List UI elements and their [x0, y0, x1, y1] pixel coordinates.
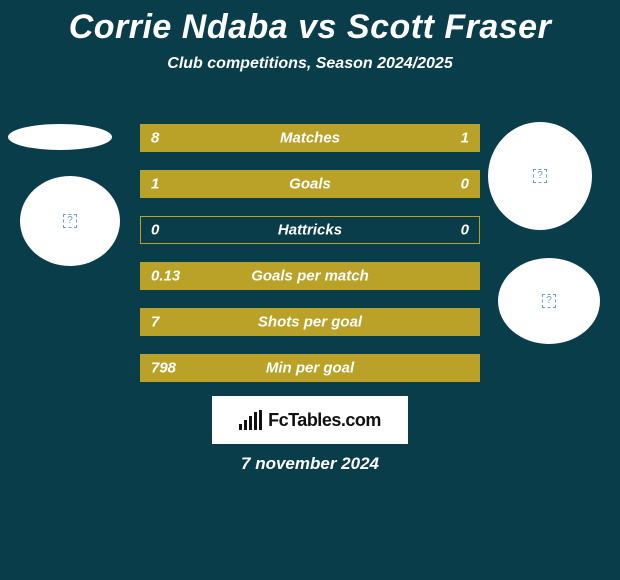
brand-badge: FcTables.com	[212, 396, 408, 444]
stat-row: 798Min per goal	[140, 354, 480, 382]
stat-row: 7Shots per goal	[140, 308, 480, 336]
decorative-ellipse	[8, 124, 112, 150]
comparison-date: 7 november 2024	[0, 454, 620, 474]
stat-label: Goals	[141, 176, 479, 193]
brand-bars-icon	[239, 410, 262, 430]
player-right-avatar-2: ?	[498, 258, 600, 344]
stat-label: Shots per goal	[141, 314, 479, 331]
page-subtitle: Club competitions, Season 2024/2025	[0, 55, 620, 73]
player-left-avatar: ?	[20, 176, 120, 266]
page-title: Corrie Ndaba vs Scott Fraser	[0, 0, 620, 47]
stat-row: 00Hattricks	[140, 216, 480, 244]
stats-bars: 81Matches 10Goals 00Hattricks 0.13Goals per…	[140, 124, 480, 400]
stat-label: Min per goal	[141, 360, 479, 377]
stat-label: Matches	[141, 130, 479, 147]
stat-label: Hattricks	[141, 222, 479, 239]
stat-label: Goals per match	[141, 268, 479, 285]
placeholder-icon: ?	[542, 294, 556, 308]
placeholder-icon: ?	[533, 169, 547, 183]
stat-row: 0.13Goals per match	[140, 262, 480, 290]
stat-row: 81Matches	[140, 124, 480, 152]
placeholder-icon: ?	[63, 214, 77, 228]
player-right-avatar-1: ?	[488, 122, 592, 230]
stat-row: 10Goals	[140, 170, 480, 198]
brand-text: FcTables.com	[268, 410, 381, 431]
